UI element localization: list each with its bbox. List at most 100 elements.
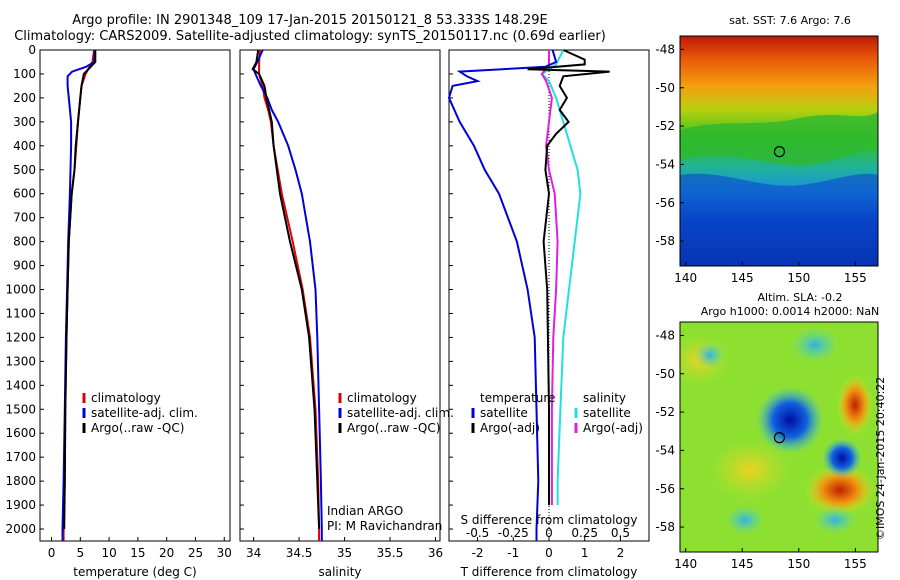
- salinity-series: [251, 49, 323, 541]
- depth-tick-label: 0: [28, 43, 36, 57]
- temperature-x-tick-label: 20: [159, 546, 174, 560]
- sst-map-lon-tick-label: 150: [787, 271, 810, 285]
- salinity-legend-label: climatology: [347, 391, 417, 405]
- sst-map-lon-tick-label: 155: [844, 271, 867, 285]
- temperature-diff-axis-label: T difference from climatology: [460, 565, 638, 579]
- sla-map: [679, 321, 879, 553]
- sst-map-lon-tick-label: 145: [731, 271, 754, 285]
- difference-legend-headers: temperature salinity: [480, 391, 626, 405]
- depth-tick-label: 400: [13, 139, 36, 153]
- depth-tick-label: 1500: [5, 402, 36, 416]
- difference-x-axis: -2 -1 0 1 2 -0.5 -0.25 0 0.25 0.5 T difference fro…: [460, 513, 638, 579]
- depth-tick-label: 100: [13, 67, 36, 81]
- depth-axis-t: 0 100 200 300 400 500 600 700 800 900 1000 1100 1200…: [5, 43, 44, 536]
- salinity-diff-x-tick-label: 0: [545, 526, 553, 540]
- temperature-x-tick-label: 0: [48, 546, 56, 560]
- sst-map-lat-tick-label: -58: [655, 234, 675, 248]
- depth-axis-s: [240, 49, 244, 530]
- figure-title-line2: Climatology: CARS2009. Satellite-adjuste…: [14, 29, 606, 44]
- sst-map-lat-tick-label: -54: [655, 157, 675, 171]
- depth-tick-label: 300: [13, 115, 36, 129]
- depth-tick-label: 1200: [5, 330, 36, 344]
- temperature-argo-diff-line: [527, 49, 610, 506]
- salinity-x-tick-label: 36: [428, 546, 443, 560]
- salinity-axis-label: salinity: [318, 565, 361, 579]
- salinity-plot-frame: [239, 49, 441, 542]
- temperature-series: [61, 49, 97, 541]
- salinity-diff-axis-label: S difference from climatology: [461, 513, 638, 527]
- depth-tick-label: 900: [13, 259, 36, 273]
- sst-map-title: sat. SST: 7.6 Argo: 7.6: [729, 14, 851, 27]
- difference-temperature-legend-label: satellite: [480, 406, 528, 420]
- depth-tick-label: 800: [13, 235, 36, 249]
- sla-map-lon-tick-label: 150: [787, 557, 810, 571]
- depth-tick-label: 600: [13, 187, 36, 201]
- salinity-x-tick-label: 35.5: [377, 546, 404, 560]
- difference-temperature-legend-label: Argo(-adj): [480, 421, 540, 435]
- temperature-diff-x-tick-label: -2: [472, 546, 484, 560]
- salinity-diff-x-tick-label: -0.5: [466, 526, 489, 540]
- salinity-legend-label: Argo(..raw -QC): [347, 421, 440, 435]
- difference-legend-salinity-head: salinity: [583, 391, 626, 405]
- temperature-diff-x-tick-label: 2: [617, 546, 625, 560]
- difference-salinity-legend-label: Argo(-adj): [583, 421, 643, 435]
- temperature-x-tick-label: 10: [101, 546, 116, 560]
- depth-tick-label: 1000: [5, 283, 36, 297]
- depth-tick-label: 500: [13, 163, 36, 177]
- depth-tick-label: 2000: [5, 522, 36, 536]
- salinity-x-tick-label: 35: [337, 546, 352, 560]
- salinity-legend-label: satellite-adj. clim.: [347, 406, 454, 420]
- depth-tick-label: 1400: [5, 378, 36, 392]
- sla-map-lon-tick-label: 155: [844, 557, 867, 571]
- temperature-legend-label: climatology: [91, 391, 161, 405]
- sst-map: [679, 35, 879, 267]
- sla-map-lat-tick-label: -54: [655, 443, 675, 457]
- salinity-x-tick-label: 34.5: [286, 546, 313, 560]
- sst-map-lon-tick-label: 140: [674, 271, 697, 285]
- float-owner-note: Indian ARGO: [327, 504, 403, 518]
- float-pi-note: PI: M Ravichandran: [327, 519, 442, 533]
- depth-tick-label: 1600: [5, 426, 36, 440]
- temperature-x-axis: 0 5 10 15 20 25 30 temperature (deg C): [48, 537, 232, 579]
- depth-tick-label: 1800: [5, 474, 36, 488]
- sla-map-lon-tick-label: 145: [731, 557, 754, 571]
- sla-map-argo-position-marker: [773, 432, 786, 444]
- temperature-diff-x-tick-label: 1: [581, 546, 589, 560]
- difference-salinity-legend-label: satellite: [583, 406, 631, 420]
- sla-map-lat-tick-label: -50: [655, 367, 675, 381]
- depth-tick-label: 200: [13, 91, 36, 105]
- sst-map-argo-position-marker: [773, 146, 786, 158]
- sla-map-title: Altim. SLA: -0.2: [757, 291, 842, 304]
- sst-front-band: [680, 112, 878, 166]
- sst-map-axes: -48 -50 -52 -54 -56 -58 140 145 150 155: [655, 42, 866, 285]
- depth-tick-label: 700: [13, 211, 36, 225]
- sla-map-lat-tick-label: -58: [655, 520, 675, 534]
- salinity-diff-x-tick-label: 0.5: [611, 526, 630, 540]
- depth-tick-label: 1100: [5, 306, 36, 320]
- temperature-legend-label: Argo(..raw -QC): [91, 421, 184, 435]
- difference-series: [447, 49, 610, 541]
- sst-map-lat-tick-label: -56: [655, 196, 675, 210]
- temperature-legend-label: satellite-adj. clim.: [91, 406, 198, 420]
- temperature-axis-label: temperature (deg C): [73, 565, 196, 579]
- sla-map-axes: -48 -50 -52 -54 -56 -58 140 145 150 155: [655, 328, 866, 571]
- sla-map-frame: [679, 321, 879, 553]
- temperature-diff-x-tick-label: -1: [507, 546, 519, 560]
- sst-cold-region: [680, 173, 878, 266]
- salinity-diff-x-tick-label: -0.25: [498, 526, 529, 540]
- sst-map-lat-tick-label: -48: [655, 42, 675, 56]
- temperature-x-tick-label: 15: [130, 546, 145, 560]
- depth-tick-label: 1700: [5, 450, 36, 464]
- temperature-x-tick-label: 30: [217, 546, 232, 560]
- temperature-argo-line: [63, 50, 97, 530]
- sla-map-lat-tick-label: -52: [655, 405, 675, 419]
- temperature-diff-x-tick-label: 0: [545, 546, 553, 560]
- salinity-panel: [239, 49, 441, 542]
- temperature-plot-frame: [39, 49, 231, 542]
- timestamp-stamp: ©IMOS 24-Jan-2015 20:40:22: [874, 376, 887, 540]
- depth-tick-label: 1300: [5, 354, 36, 368]
